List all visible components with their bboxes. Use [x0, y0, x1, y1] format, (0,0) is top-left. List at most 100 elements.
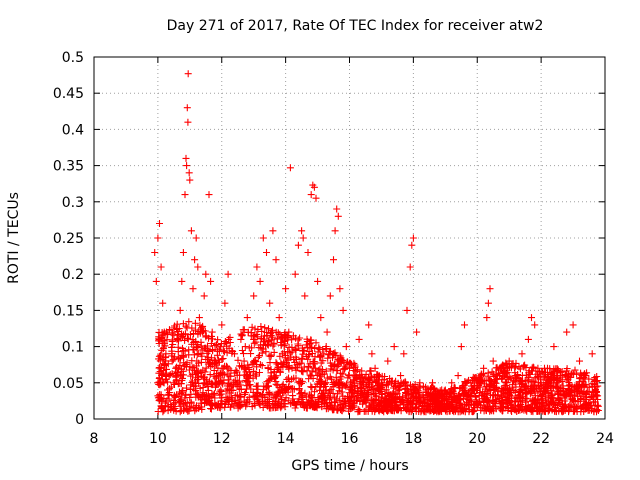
data-point: [555, 388, 563, 396]
data-point: [265, 404, 273, 412]
data-point: [318, 366, 326, 373]
data-point: [267, 352, 275, 360]
data-point: [183, 359, 191, 367]
data-point: [193, 357, 201, 365]
data-point: [177, 396, 185, 404]
data-point: [342, 383, 350, 391]
data-point: [313, 371, 321, 379]
data-point: [470, 389, 478, 397]
data-point: [218, 321, 226, 329]
data-point: [295, 360, 303, 368]
data-point: [567, 395, 575, 403]
data-point: [321, 389, 329, 397]
data-point: [337, 379, 345, 387]
data-point: [308, 350, 316, 357]
data-point: [362, 382, 370, 390]
data-point: [400, 379, 407, 387]
data-point: [454, 372, 462, 380]
data-point: [210, 372, 218, 380]
data-point: [189, 285, 197, 293]
data-point: [336, 375, 344, 383]
data-point: [270, 394, 278, 402]
data-point: [227, 393, 235, 401]
y-tick-label: 0.4: [62, 122, 84, 138]
data-point: [419, 406, 427, 414]
data-point: [497, 391, 505, 399]
data-point: [508, 361, 516, 369]
data-point: [571, 366, 579, 374]
data-point: [259, 234, 267, 242]
data-point: [435, 393, 443, 401]
data-point: [350, 379, 358, 387]
data-point: [200, 373, 207, 381]
data-point: [190, 330, 197, 338]
y-tick-label: 0.5: [62, 50, 84, 66]
data-point: [546, 401, 554, 409]
data-point: [379, 382, 387, 390]
data-point: [563, 328, 571, 336]
data-point: [206, 393, 214, 401]
data-point: [435, 408, 443, 416]
data-point: [324, 354, 332, 362]
data-point: [298, 354, 306, 362]
data-point: [565, 408, 573, 416]
data-point: [365, 403, 373, 411]
data-point: [315, 366, 323, 374]
data-point: [154, 408, 162, 415]
data-point: [283, 375, 291, 383]
data-point: [364, 389, 372, 397]
data-point: [199, 328, 207, 336]
data-point: [525, 367, 533, 375]
data-point: [304, 355, 312, 363]
data-point: [254, 353, 262, 361]
data-point: [219, 380, 227, 388]
data-point: [383, 407, 391, 414]
data-point: [559, 382, 567, 390]
data-point: [516, 406, 524, 414]
data-point: [487, 406, 495, 414]
data-point: [194, 376, 201, 384]
data-point: [461, 386, 469, 394]
data-point: [333, 395, 341, 403]
data-point: [272, 378, 280, 385]
data-point: [504, 406, 512, 414]
data-point: [523, 407, 531, 415]
data-point: [238, 332, 246, 340]
data-point: [182, 154, 190, 162]
data-point: [205, 359, 213, 367]
data-point: [551, 407, 559, 415]
data-point: [327, 401, 334, 409]
data-point: [216, 391, 224, 399]
data-point: [161, 403, 169, 410]
data-point: [202, 356, 210, 363]
data-point: [504, 387, 511, 395]
data-point: [568, 383, 576, 390]
data-point: [538, 393, 546, 401]
data-point: [355, 335, 363, 343]
data-point: [267, 366, 275, 373]
data-point: [290, 385, 298, 393]
data-point: [275, 314, 283, 322]
data-point: [534, 364, 542, 372]
data-point: [413, 328, 421, 336]
data-point: [518, 372, 526, 379]
data-point: [463, 399, 471, 407]
data-point: [582, 389, 590, 397]
data-point: [305, 351, 313, 358]
data-point: [169, 356, 177, 364]
data-point: [592, 383, 600, 391]
data-point: [549, 397, 557, 405]
data-point: [517, 386, 525, 394]
data-point: [266, 390, 274, 398]
data-point: [178, 388, 186, 396]
data-point: [374, 386, 382, 394]
data-point: [174, 368, 182, 376]
data-point: [408, 241, 416, 249]
data-point: [163, 365, 170, 373]
data-point: [305, 352, 312, 360]
plot-frame: [93, 56, 606, 420]
data-point: [187, 372, 195, 380]
data-point: [522, 403, 530, 410]
data-point: [320, 350, 328, 358]
data-point: [170, 379, 178, 387]
